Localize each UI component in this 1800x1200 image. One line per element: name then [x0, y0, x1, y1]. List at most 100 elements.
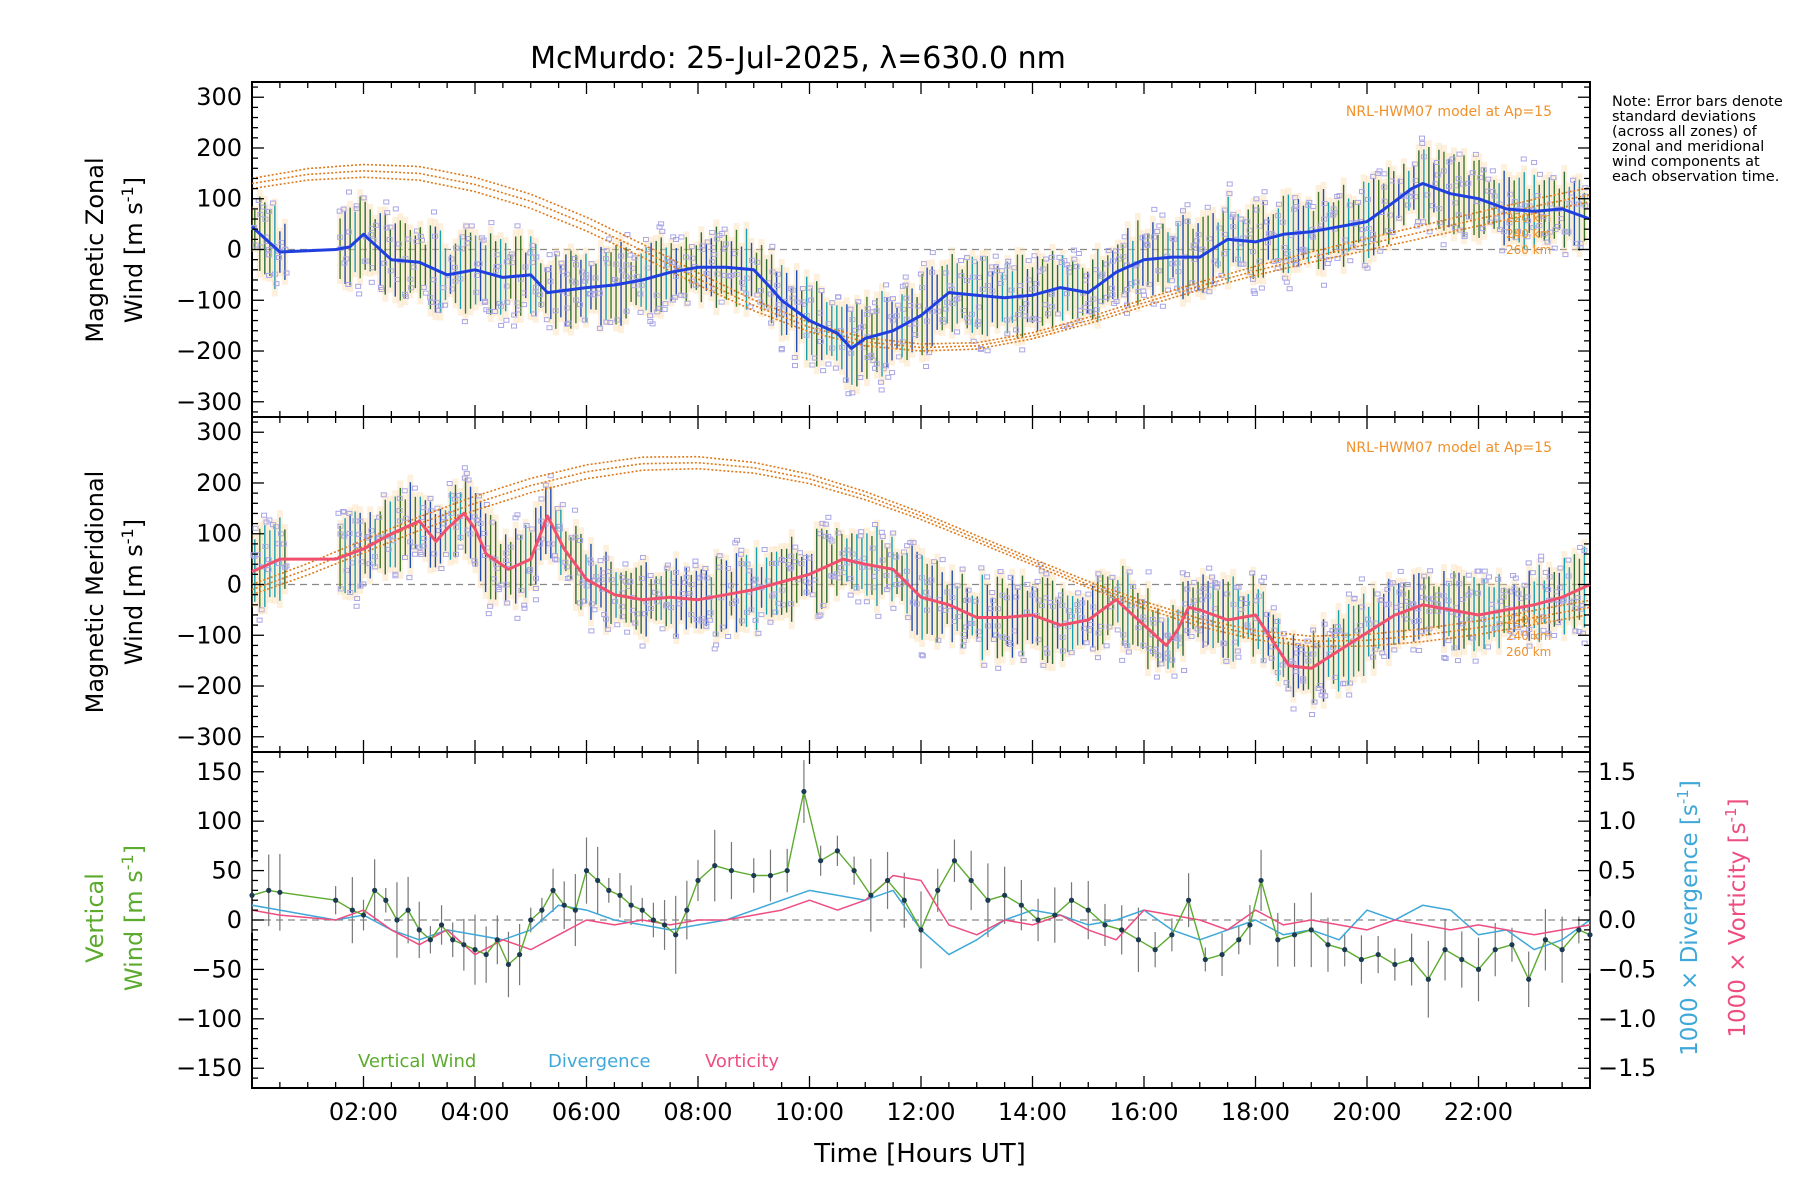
zone-sample-point	[604, 626, 611, 632]
zone-sample-point	[353, 603, 360, 609]
zone-sample-point	[546, 541, 553, 547]
zone-sample-point	[960, 638, 967, 644]
zone-sample-point	[1019, 305, 1026, 311]
zone-sample-point	[1293, 669, 1300, 675]
zone-sample-point	[261, 512, 268, 518]
zone-sample-point	[791, 354, 798, 360]
zone-sample-point	[639, 643, 646, 649]
y-tick-label: −150	[176, 1054, 242, 1082]
zone-sample-point	[1340, 681, 1347, 687]
vertical-wind-point	[1475, 966, 1482, 973]
zone-sample-point	[939, 557, 946, 563]
vertical-wind-point	[968, 877, 974, 884]
zone-sample-point	[283, 563, 290, 569]
zone-sample-point	[893, 313, 900, 319]
zone-sample-point	[516, 534, 523, 540]
zone-sample-point	[1060, 648, 1067, 654]
zone-sample-point	[647, 313, 654, 319]
zone-sample-point	[1384, 586, 1391, 592]
zone-sample-point	[448, 492, 455, 498]
vertical-wind-point	[1169, 932, 1175, 938]
vertical-wind-point	[951, 858, 958, 864]
zone-sample-point	[1234, 648, 1241, 654]
model-curve	[251, 461, 1591, 643]
zone-sample-point	[1421, 573, 1428, 579]
zone-sample-point	[1008, 287, 1015, 293]
zone-sample-point	[406, 575, 413, 581]
vertical-wind-point	[1559, 947, 1565, 953]
zone-sample-point	[266, 517, 273, 523]
zone-sample-point	[903, 568, 910, 574]
zone-sample-point	[1029, 317, 1036, 323]
zone-sample-point	[591, 577, 598, 583]
x-tick-label: 20:00	[1332, 1098, 1401, 1126]
zone-sample-point	[491, 308, 498, 314]
zone-sample-point	[716, 553, 723, 559]
zone-sample-point	[622, 273, 629, 279]
zone-sample-point	[788, 286, 795, 292]
zone-sample-point	[631, 255, 638, 261]
zone-sample-point	[769, 243, 776, 249]
zone-sample-point	[376, 514, 383, 520]
zone-sample-point	[1342, 237, 1349, 243]
x-tick-label: 02:00	[329, 1098, 398, 1126]
zone-sample-point	[549, 541, 556, 547]
zone-sample-point	[1300, 676, 1307, 682]
zone-sample-point	[538, 518, 545, 524]
vertical-wind-point	[383, 897, 389, 903]
y-tick-label: −200	[176, 672, 242, 700]
zone-sample-point	[1176, 634, 1183, 640]
zone-sample-point	[884, 543, 891, 549]
zone-sample-point	[1310, 627, 1317, 633]
legend-vertical-wind: Vertical Wind	[358, 1051, 476, 1072]
zone-sample-point	[1083, 273, 1090, 279]
zone-sample-point	[480, 237, 487, 243]
zone-sample-point	[842, 377, 849, 383]
zone-sample-point	[955, 614, 962, 620]
zone-sample-point	[829, 300, 836, 306]
zone-sample-point	[733, 271, 740, 277]
zone-sample-point	[457, 276, 464, 282]
zone-sample-point	[1404, 582, 1411, 588]
x-tick-label: 16:00	[1109, 1098, 1178, 1126]
zone-sample-point	[604, 260, 611, 266]
zone-sample-point	[498, 322, 505, 328]
zone-sample-point	[1085, 301, 1092, 307]
zone-sample-point	[963, 255, 970, 261]
zone-sample-point	[942, 607, 949, 613]
zone-sample-point	[868, 352, 875, 358]
zone-sample-point	[872, 365, 879, 371]
zone-sample-point	[433, 299, 440, 305]
zone-sample-point	[622, 561, 629, 567]
zone-sample-point	[907, 303, 914, 309]
zone-sample-point	[1381, 184, 1388, 190]
zone-sample-point	[683, 254, 690, 260]
zone-sample-point	[1022, 313, 1029, 319]
zone-sample-point	[418, 237, 425, 243]
zone-sample-point	[869, 309, 876, 315]
zone-sample-point	[556, 526, 563, 532]
zone-sample-point	[761, 547, 768, 553]
zone-sample-point	[1360, 236, 1367, 242]
zone-sample-point	[556, 523, 563, 529]
zone-sample-point	[883, 572, 890, 578]
zone-sample-point	[1507, 589, 1514, 595]
zone-sample-point	[551, 556, 558, 562]
zone-sample-point	[440, 515, 447, 521]
zone-sample-point	[1454, 612, 1461, 618]
zone-sample-point	[507, 254, 514, 260]
vertical-wind-point	[438, 922, 445, 928]
zone-sample-point	[656, 591, 663, 597]
zone-sample-point	[1012, 327, 1019, 333]
zone-sample-point	[1214, 581, 1221, 587]
zone-sample-point	[337, 523, 344, 529]
vertical-wind-point	[528, 917, 534, 923]
zone-sample-point	[1379, 650, 1386, 656]
zone-sample-point	[1572, 605, 1579, 611]
zone-sample-point	[696, 575, 703, 581]
zone-sample-point	[778, 557, 785, 563]
zone-sample-point	[1176, 610, 1183, 616]
zone-sample-point	[1035, 597, 1042, 603]
zone-sample-point	[627, 579, 634, 585]
zone-sample-point	[1146, 645, 1153, 651]
